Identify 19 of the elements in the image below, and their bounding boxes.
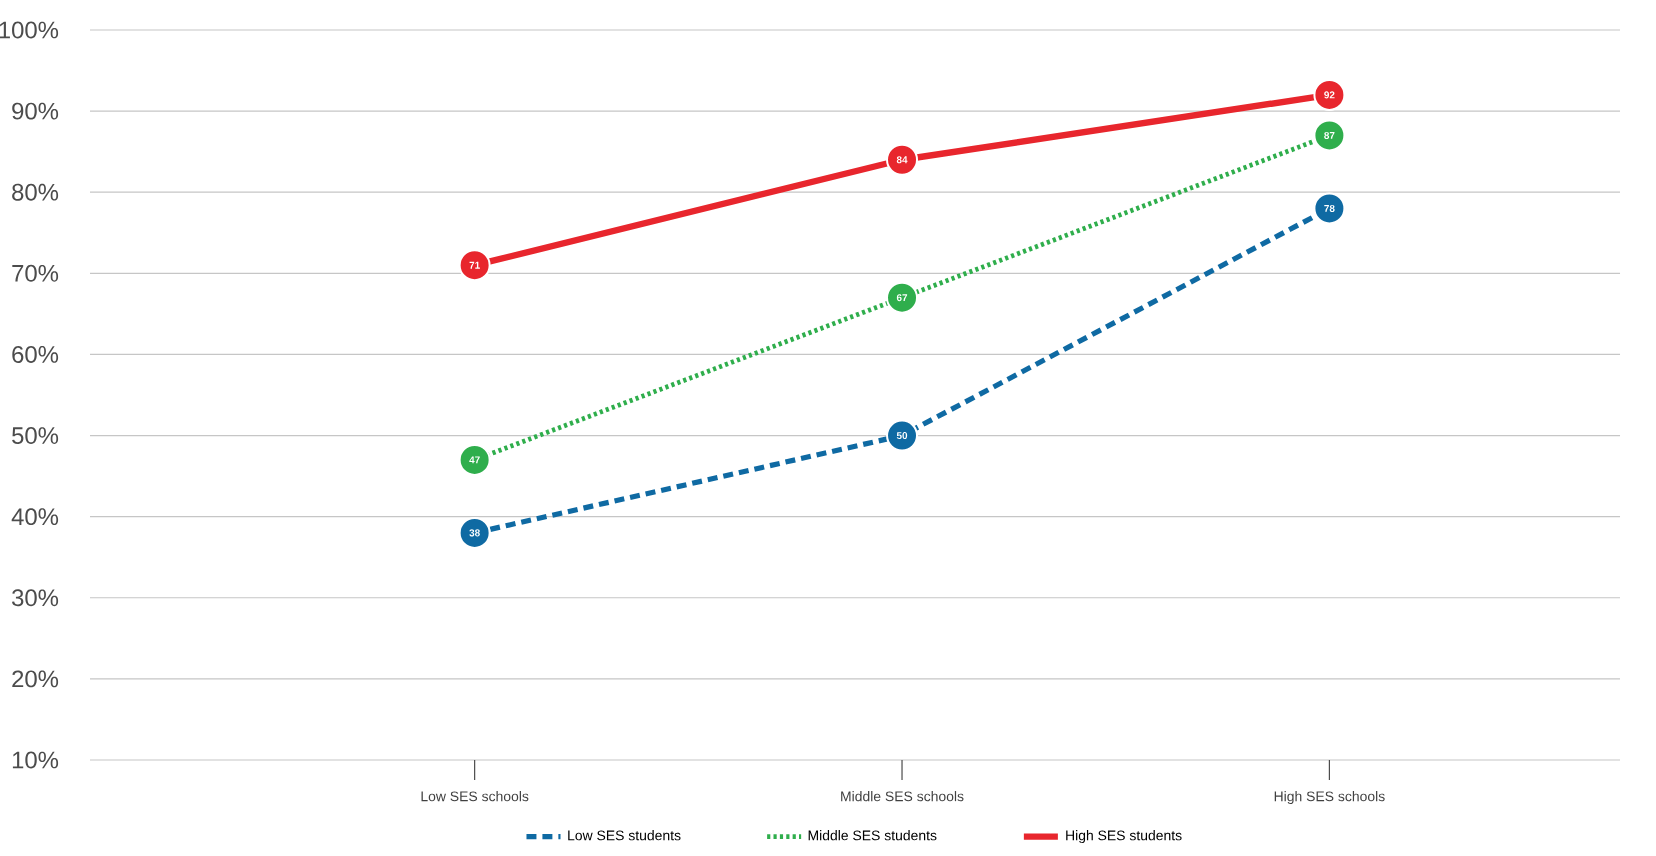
point [1313,192,1346,225]
y-tick-label: 40% [11,508,59,526]
point [458,516,491,549]
y-tick-label: 50% [12,427,59,444]
y-tick-label: 90% [12,102,59,120]
point [886,419,919,452]
point [458,443,491,476]
y-tick-label: 60% [12,345,59,363]
point [1313,78,1346,111]
y-tick-label: 30% [12,589,59,607]
y-tick-label: 100% [0,21,59,39]
point [458,249,491,282]
point [886,143,919,176]
y-tick-label: 70% [12,264,59,282]
point [886,281,919,314]
y-tick-label: 80% [12,183,59,201]
y-tick-label: 20% [12,670,59,688]
y-tick-label: 10% [12,751,59,769]
point [1313,119,1346,152]
